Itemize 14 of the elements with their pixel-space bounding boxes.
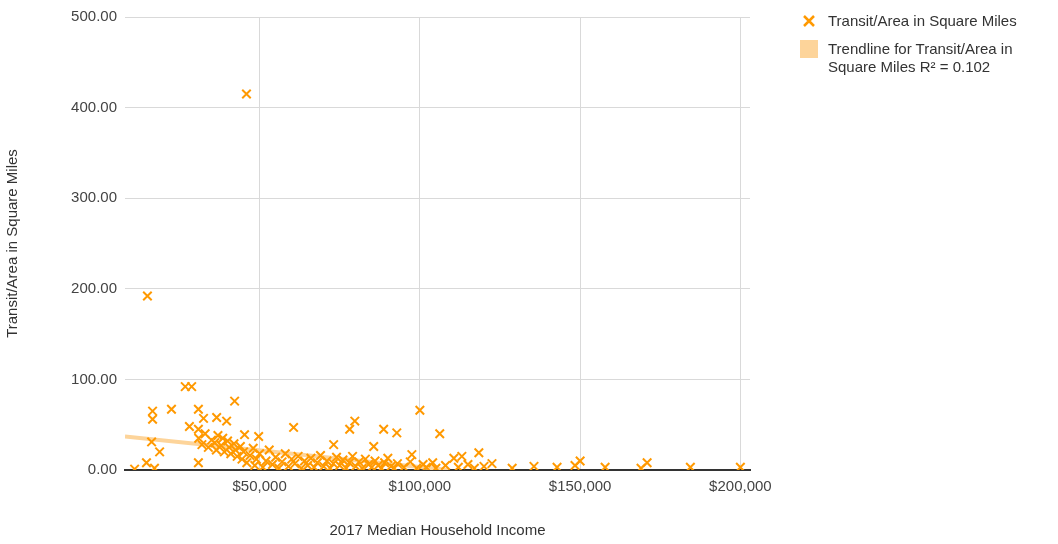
y-tick-label: 300.00 — [71, 188, 117, 206]
y-tick-label: 400.00 — [71, 97, 117, 115]
x-axis-title: 2017 Median Household Income — [329, 521, 546, 539]
y-tick-label: 500.00 — [71, 7, 117, 25]
x-tick-label: $150,000 — [548, 477, 612, 495]
x-tick-label: $100,000 — [388, 477, 452, 495]
x-tick-label: $200,000 — [709, 477, 772, 495]
x-tick-label: $50,000 — [232, 477, 287, 495]
y-tick-label: 100.00 — [71, 369, 117, 387]
y-tick-label: 200.00 — [71, 278, 117, 296]
y-tick-label: 0.00 — [87, 460, 117, 478]
legend-label: Trendline for Transit/Area in Square Miles R² = 0.102 — [828, 40, 1014, 76]
legend-label: Transit/Area in Square Miles — [828, 12, 1017, 30]
y-axis-title: Transit/Area in Square Miles — [3, 149, 21, 338]
